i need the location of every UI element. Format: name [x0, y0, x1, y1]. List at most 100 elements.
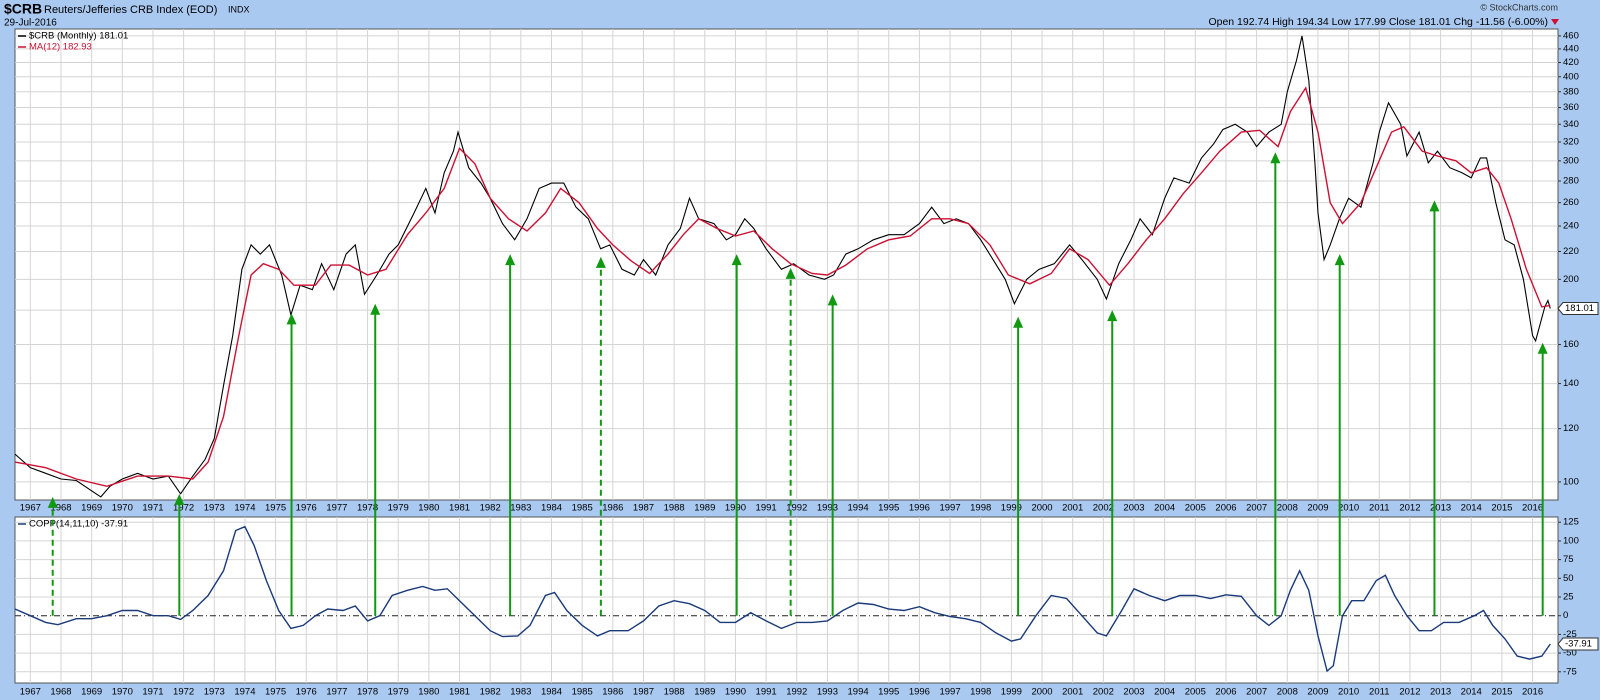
x-tick-label: 1982 [480, 687, 501, 698]
x-tick-label: 2002 [1093, 503, 1114, 514]
x-tick-label: 1974 [234, 503, 255, 514]
y-tick-label: 400 [1563, 71, 1579, 82]
x-tick-label: 1993 [817, 503, 838, 514]
x-tick-label: 1979 [388, 687, 409, 698]
arrow-head [1107, 310, 1118, 322]
x-tick-label: 1992 [786, 687, 807, 698]
series-line [14, 525, 1551, 673]
y-tick-label: 240 [1563, 221, 1579, 232]
y-tick-label: 420 [1563, 57, 1579, 68]
y-tick-label: 140 [1563, 378, 1579, 389]
y-tick-label: 260 [1563, 197, 1579, 208]
y-tick-label: 125 [1563, 517, 1579, 528]
x-tick-label: 1978 [357, 687, 378, 698]
x-tick-label: 1981 [449, 687, 470, 698]
arrow-head [1537, 342, 1548, 354]
legend-label: MA(12) 182.93 [29, 42, 92, 53]
y-tick-label: 320 [1563, 136, 1579, 147]
y-tick-label: 460 [1563, 30, 1579, 41]
x-tick-label: 2011 [1369, 687, 1389, 698]
arrow-head [595, 256, 606, 268]
x-tick-label: 1972 [173, 687, 194, 698]
x-tick-label: 1990 [725, 687, 746, 698]
x-tick-label: 1996 [909, 687, 930, 698]
x-tick-label: 1986 [602, 503, 623, 514]
arrow-head [1334, 254, 1345, 266]
x-tick-label: 1971 [142, 687, 163, 698]
y-tick-label: 360 [1563, 102, 1579, 113]
x-tick-label: 2007 [1246, 687, 1267, 698]
y-tick-label: -25 [1563, 629, 1577, 640]
legend-label: $CRB (Monthly) 181.01 [29, 31, 128, 42]
x-tick-label: 1994 [848, 687, 869, 698]
x-tick-label: 2016 [1522, 687, 1543, 698]
series-line [14, 35, 1551, 498]
x-tick-label: 1969 [81, 503, 102, 514]
x-tick-label: 1991 [756, 503, 777, 514]
x-tick-label: 2006 [1215, 503, 1236, 514]
x-tick-label: 2003 [1123, 503, 1144, 514]
x-tick-label: 1992 [786, 503, 807, 514]
arrow-head [731, 254, 742, 266]
x-tick-label: 1984 [541, 503, 562, 514]
arrow-head [1013, 316, 1024, 328]
y-tick-label: 440 [1563, 43, 1579, 54]
x-tick-label: 1999 [1001, 503, 1022, 514]
x-tick-label: 2000 [1031, 503, 1052, 514]
arrow-head [785, 267, 796, 279]
x-tick-label: 2012 [1399, 687, 1420, 698]
y-tick-label: -75 [1563, 666, 1577, 677]
x-tick-label: 1988 [664, 503, 685, 514]
x-tick-label: 2012 [1399, 503, 1420, 514]
y-tick-label: 200 [1563, 274, 1579, 285]
y-tick-label: 160 [1563, 339, 1579, 350]
x-tick-label: 1979 [388, 503, 409, 514]
x-tick-label: 2001 [1062, 687, 1083, 698]
x-tick-label: 1977 [326, 503, 347, 514]
last-value-label: -37.91 [1565, 639, 1592, 650]
x-tick-label: 1997 [939, 503, 960, 514]
last-value-label: 181.01 [1565, 303, 1594, 314]
x-tick-label: 1968 [50, 687, 71, 698]
plot-area [14, 28, 1559, 501]
y-tick-label: 25 [1563, 592, 1574, 603]
x-tick-label: 1970 [112, 503, 133, 514]
arrow-head [47, 496, 58, 508]
y-tick-label: -50 [1563, 648, 1577, 659]
y-tick-label: 50 [1563, 573, 1574, 584]
x-tick-label: 1977 [326, 687, 347, 698]
x-tick-label: 1995 [878, 687, 899, 698]
y-tick-label: 120 [1563, 423, 1579, 434]
last-value-box [1557, 301, 1599, 315]
legend-label: COPP(14,11,10) -37.91 [29, 519, 128, 530]
plot-area [14, 516, 1559, 684]
x-tick-label: 1998 [970, 503, 991, 514]
x-tick-label: 1967 [20, 503, 41, 514]
x-tick-label: 2008 [1277, 687, 1298, 698]
x-tick-label: 2005 [1185, 503, 1206, 514]
x-tick-label: 2011 [1369, 503, 1389, 514]
x-tick-label: 1985 [572, 687, 593, 698]
x-tick-label: 1994 [848, 503, 869, 514]
x-tick-label: 1997 [939, 687, 960, 698]
y-tick-label: 0 [1563, 610, 1568, 621]
y-tick-label: 340 [1563, 119, 1579, 130]
y-tick-label: 300 [1563, 155, 1579, 166]
x-tick-label: 2004 [1154, 503, 1175, 514]
x-tick-label: 1969 [81, 687, 102, 698]
x-tick-label: 1976 [296, 503, 317, 514]
x-tick-label: 1996 [909, 503, 930, 514]
x-tick-label: 2015 [1491, 503, 1512, 514]
x-tick-label: 1981 [449, 503, 470, 514]
x-tick-label: 1988 [664, 687, 685, 698]
x-tick-label: 1967 [20, 687, 41, 698]
y-tick-label: 280 [1563, 176, 1579, 187]
x-tick-label: 1980 [418, 503, 439, 514]
x-tick-label: 1968 [50, 503, 71, 514]
x-tick-label: 2009 [1307, 503, 1328, 514]
quote: Open 192.74 High 194.34 Low 177.99 Close… [1208, 16, 1548, 28]
copyright: © StockCharts.com [1480, 2, 1558, 12]
y-tick-label: 75 [1563, 554, 1574, 565]
last-value-box [1557, 637, 1599, 651]
x-tick-label: 2004 [1154, 687, 1175, 698]
